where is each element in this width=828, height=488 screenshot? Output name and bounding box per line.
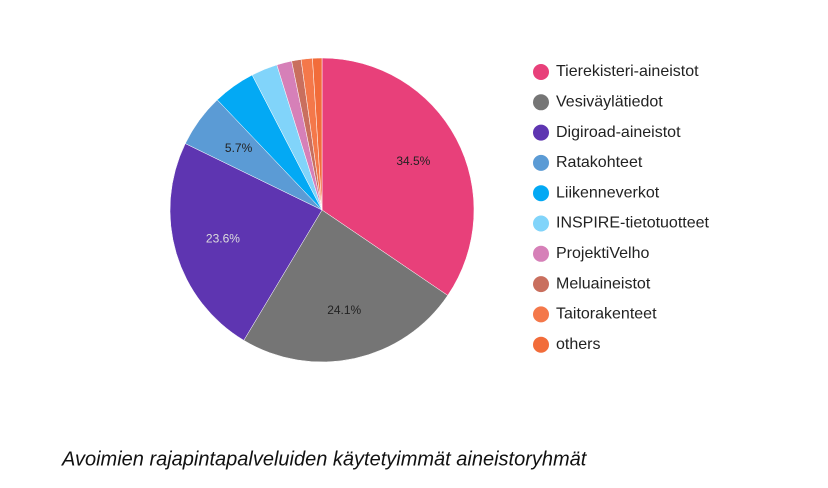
pie-slice [243, 209, 449, 363]
value-label: 23.6% [206, 232, 240, 246]
legend-marker [533, 185, 549, 202]
legend-marker [533, 94, 549, 111]
caption: Avoimien rajapintapalveluiden käytetyimm… [61, 448, 588, 470]
legend-label: Taitorakenteet [556, 306, 657, 323]
legend-label: INSPIRE-tietotuotteet [556, 215, 710, 232]
legend-label: ProjektiVelho [556, 245, 649, 262]
legend-label: others [556, 336, 600, 353]
value-label: 34.5% [396, 154, 430, 168]
legend-marker [533, 124, 549, 141]
pie-slice [312, 57, 323, 211]
pie-slice [169, 143, 323, 341]
legend-marker [533, 306, 549, 323]
legend-marker [533, 276, 549, 293]
legend-marker [533, 215, 549, 232]
value-label: 5.7% [225, 141, 253, 155]
legend-marker [533, 336, 549, 353]
pie-slice [321, 57, 475, 296]
legend-label: Vesiväylätiedot [556, 94, 663, 111]
legend-label: Liikenneverkot [556, 184, 660, 201]
value-label: 24.1% [327, 303, 361, 317]
legend-label: Digiroad-aineistot [556, 124, 681, 141]
legend-marker [533, 245, 549, 262]
legend-label: Meluaineistot [556, 275, 651, 292]
legend-label: Tierekisteri-aineistot [556, 63, 699, 80]
legend-marker [533, 154, 549, 171]
legend-label: Ratakohteet [556, 154, 643, 171]
legend-marker [533, 64, 549, 80]
